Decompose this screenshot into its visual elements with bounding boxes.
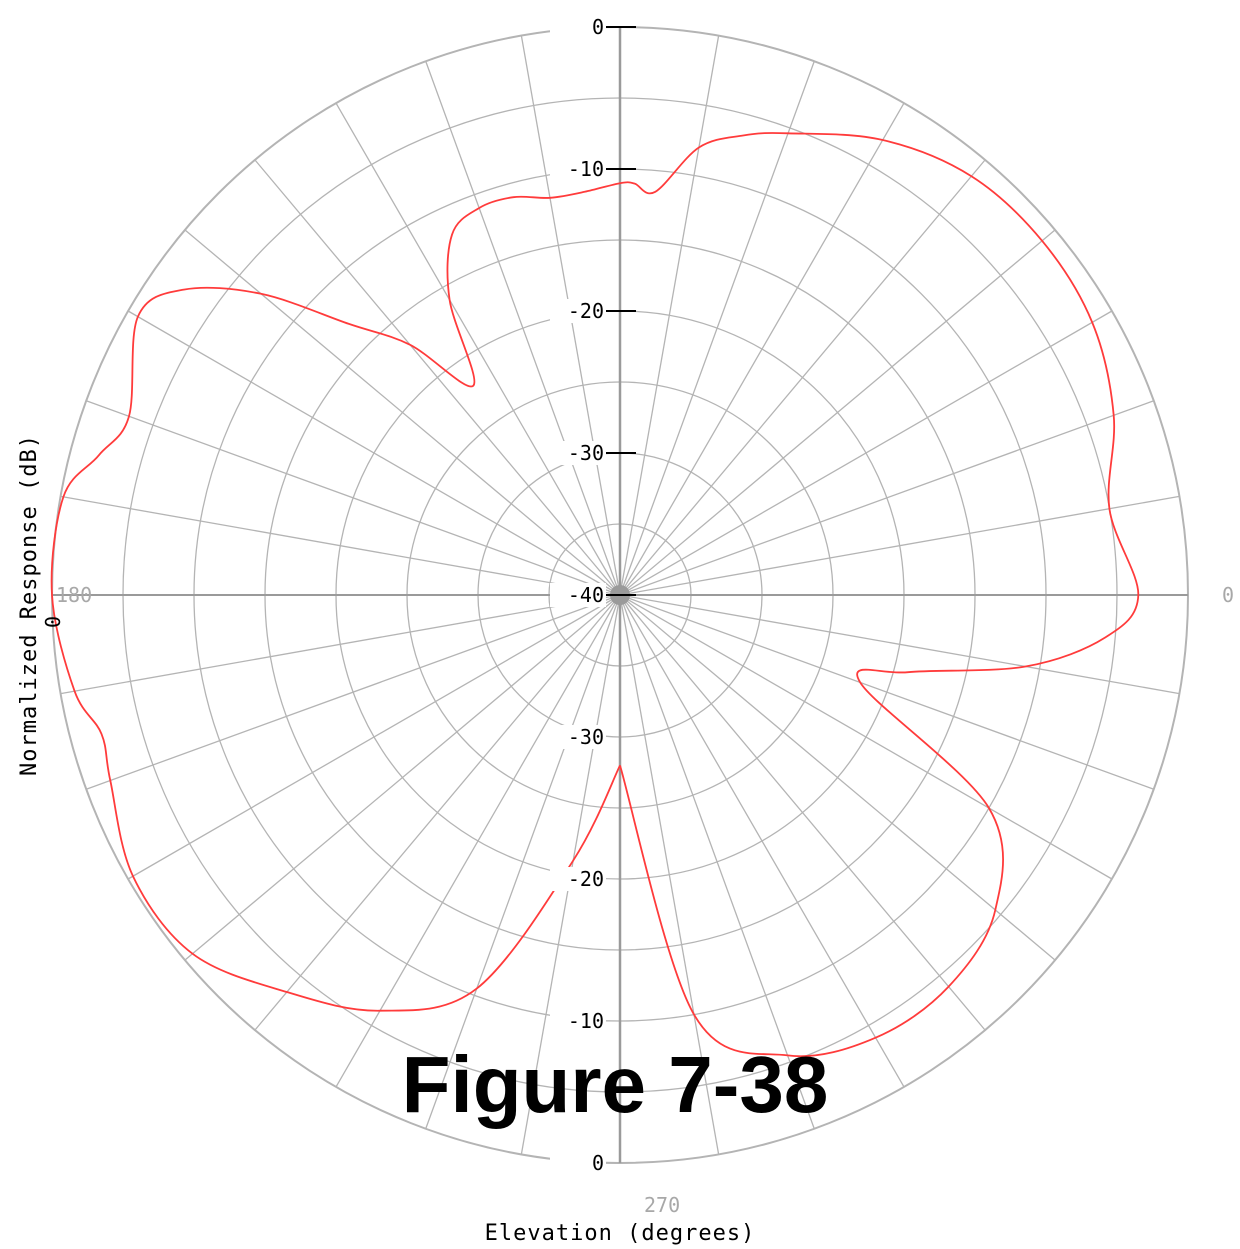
radial-tick-label: -30 xyxy=(568,441,604,465)
left-tick-label: 0 xyxy=(41,616,65,628)
radial-tick-label: -20 xyxy=(568,299,604,323)
radial-tick-label: -10 xyxy=(568,1009,604,1033)
radial-tick-label: -10 xyxy=(568,157,604,181)
radial-tick-label: -20 xyxy=(568,867,604,891)
y-axis-title: Normalized Response (dB) xyxy=(17,434,42,776)
angle-label-left: 180 xyxy=(56,583,92,607)
angle-label-right: 0 xyxy=(1222,583,1234,607)
radial-tick-label: 0 xyxy=(592,1151,604,1175)
radial-tick-label: -40 xyxy=(568,583,604,607)
radial-tick-label: -30 xyxy=(568,725,604,749)
angle-label-bottom: 270 xyxy=(644,1193,680,1217)
radial-tick-label: 0 xyxy=(592,15,604,39)
figure-title: Figure 7-38 xyxy=(402,1040,829,1129)
x-axis-title: Elevation (degrees) xyxy=(485,1221,756,1246)
